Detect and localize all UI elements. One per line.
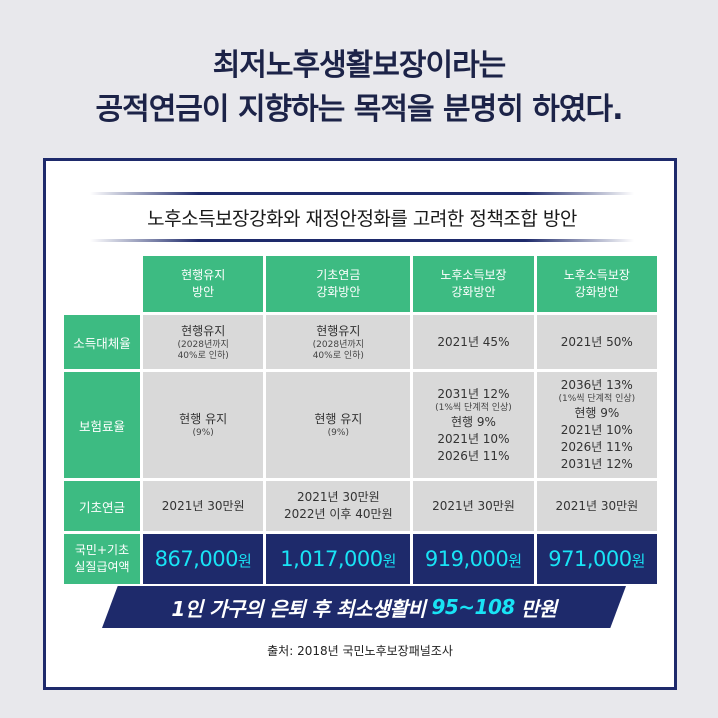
benefit-value-4: 971,000원 bbox=[536, 534, 657, 584]
benefit-value-3: 919,000원 bbox=[413, 534, 534, 584]
row-label-basic-pension: 기초연금 bbox=[64, 481, 140, 531]
headline: 최저노후생활보장이라는 공적연금이 지향하는 목적을 분명히 하였다. bbox=[0, 44, 718, 132]
header-row: 현행유지 방안 기초연금 강화방안 노후소득보장 강화방안 노후소득보장 강화방안 bbox=[64, 256, 657, 312]
cell-basic-pension-3: 2021년 30만원 bbox=[413, 481, 534, 531]
benefit-value-1: 867,000원 bbox=[143, 534, 264, 584]
cell-premium-rate-2: 현행 유지 (9%) bbox=[266, 372, 411, 478]
row-label-income-replacement: 소득대체율 bbox=[64, 315, 140, 369]
subtitle: 노후소득보장강화와 재정안정화를 고려한 정책조합 방안 bbox=[147, 207, 577, 230]
subtitle-box: 노후소득보장강화와 재정안정화를 고려한 정책조합 방안 bbox=[90, 192, 634, 242]
minimum-living-cost-banner: 1인 가구의 은퇴 후 최소생활비 95~108 만원 bbox=[102, 586, 626, 628]
banner-highlight: 95~108 bbox=[431, 595, 515, 619]
table-row-basic-pension: 기초연금 2021년 30만원 2021년 30만원 2022년 이후 40만원… bbox=[64, 481, 657, 531]
cell-basic-pension-2: 2021년 30만원 2022년 이후 40만원 bbox=[266, 481, 411, 531]
cell-premium-rate-4: 2036년 13% (1%씩 단계적 인상) 현행 9% 2021년 10% 2… bbox=[536, 372, 657, 478]
table-row-premium-rate: 보험료율 현행 유지 (9%) 현행 유지 (9%) 2031년 12% (1%… bbox=[64, 372, 657, 478]
table-row-benefit: 국민+기초 실질급여액 867,000원 1,017,000원 919,000원… bbox=[64, 534, 657, 584]
source-note: 출처: 2018년 국민노후보장패널조사 bbox=[267, 644, 453, 658]
benefit-value-2: 1,017,000원 bbox=[266, 534, 411, 584]
cell-income-replacement-3: 2021년 45% bbox=[413, 315, 534, 369]
banner-text-pre: 1인 가구의 은퇴 후 최소생활비 bbox=[171, 596, 426, 621]
cell-income-replacement-4: 2021년 50% bbox=[536, 315, 657, 369]
policy-table: 현행유지 방안 기초연금 강화방안 노후소득보장 강화방안 노후소득보장 강화방안 소득… bbox=[61, 253, 660, 587]
column-header-4: 노후소득보장 강화방안 bbox=[536, 256, 657, 312]
row-label-benefit: 국민+기초 실질급여액 bbox=[64, 534, 140, 584]
row-label-premium-rate: 보험료율 bbox=[64, 372, 140, 478]
cell-basic-pension-1: 2021년 30만원 bbox=[143, 481, 264, 531]
column-header-3: 노후소득보장 강화방안 bbox=[413, 256, 534, 312]
corner-cell bbox=[64, 256, 140, 312]
cell-premium-rate-1: 현행 유지 (9%) bbox=[143, 372, 264, 478]
table-row-income-replacement: 소득대체율 현행유지 (2028년까지 40%로 인하) 현행유지 (2028년… bbox=[64, 315, 657, 369]
column-header-2: 기초연금 강화방안 bbox=[266, 256, 411, 312]
headline-line-2: 공적연금이 지향하는 목적을 분명히 하였다. bbox=[95, 92, 624, 127]
cell-income-replacement-2: 현행유지 (2028년까지 40%로 인하) bbox=[266, 315, 411, 369]
cell-income-replacement-1: 현행유지 (2028년까지 40%로 인하) bbox=[143, 315, 264, 369]
banner-text-post: 만원 bbox=[520, 596, 557, 621]
subtitle-rule-bottom bbox=[90, 239, 634, 242]
headline-line-1: 최저노후생활보장이라는 bbox=[212, 48, 507, 83]
cell-basic-pension-4: 2021년 30만원 bbox=[536, 481, 657, 531]
column-header-1: 현행유지 방안 bbox=[143, 256, 264, 312]
policy-card: 노후소득보장강화와 재정안정화를 고려한 정책조합 방안 현행유지 방안 기초연금… bbox=[43, 158, 677, 690]
subtitle-rule-top bbox=[90, 192, 634, 195]
cell-premium-rate-3: 2031년 12% (1%씩 단계적 인상) 현행 9% 2021년 10% 2… bbox=[413, 372, 534, 478]
